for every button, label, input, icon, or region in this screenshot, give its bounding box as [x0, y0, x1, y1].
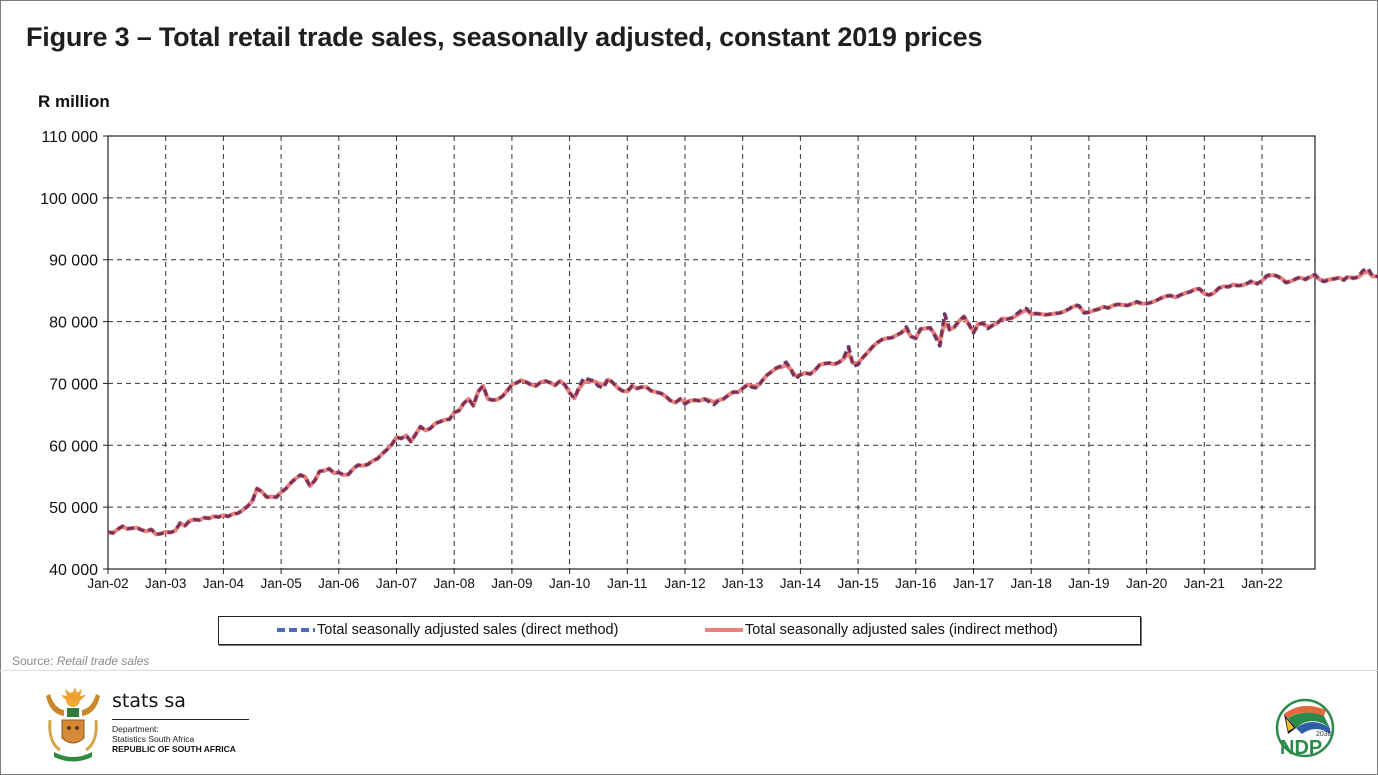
- y-tick-label: 50 000: [49, 500, 98, 517]
- x-tick-label: Jan-20: [1126, 576, 1167, 591]
- footer-divider: [0, 670, 1378, 671]
- plot-area-border: [107, 135, 1316, 570]
- x-tick-label: Jan-02: [87, 576, 128, 591]
- x-tick-label: Jan-07: [376, 576, 417, 591]
- statssa-country: REPUBLIC OF SOUTH AFRICA: [112, 744, 236, 754]
- x-tick-label: Jan-19: [1068, 576, 1109, 591]
- y-tick-label: 110 000: [41, 129, 98, 146]
- x-tick-label: Jan-14: [780, 576, 822, 591]
- x-tick-label: Jan-17: [953, 576, 994, 591]
- y-tick-label: 100 000: [40, 191, 98, 208]
- ndp-2030-logo: 2030 NDP: [1272, 698, 1338, 760]
- x-tick-label: Jan-08: [434, 576, 475, 591]
- legend-item-indirect: Total seasonally adjusted sales (indirec…: [703, 622, 1058, 638]
- ndp-emblem-icon: 2030 NDP: [1275, 698, 1335, 759]
- legend-label-direct: Total seasonally adjusted sales (direct …: [317, 622, 619, 638]
- x-tick-label: Jan-03: [145, 576, 186, 591]
- x-tick-label: Jan-05: [260, 576, 301, 591]
- y-tick-label: 90 000: [49, 253, 98, 270]
- x-tick-label: Jan-13: [722, 576, 763, 591]
- y-tick-label: 70 000: [49, 376, 98, 393]
- coat-of-arms-icon: [46, 687, 100, 762]
- x-tick-label: Jan-04: [203, 576, 245, 591]
- source-value: Retail trade sales: [56, 654, 150, 668]
- x-tick-label: Jan-12: [664, 576, 705, 591]
- legend-label-indirect: Total seasonally adjusted sales (indirec…: [745, 622, 1058, 638]
- y-tick-label: 40 000: [49, 562, 98, 579]
- legend-item-direct: Total seasonally adjusted sales (direct …: [275, 622, 618, 638]
- series-line-direct-overlay: [107, 266, 1378, 536]
- y-axis: 40 000 50 000 60 000 70 000 80 000 90 000 100 …: [40, 129, 108, 579]
- y-tick-label: 80 000: [49, 315, 98, 332]
- x-tick-label: Jan-18: [1011, 576, 1052, 591]
- legend-swatch-indirect: [705, 628, 743, 632]
- x-tick-label: Jan-15: [837, 576, 878, 591]
- statssa-wordmark: stats sa: [112, 690, 186, 712]
- x-tick-label: Jan-11: [607, 576, 647, 591]
- ndp-text: NDP: [1280, 737, 1322, 759]
- statssa-department: Department:: [112, 724, 159, 734]
- series-lines: [107, 266, 1378, 537]
- x-tick-label: Jan-22: [1241, 576, 1282, 591]
- source-note: Source: Retail trade sales: [12, 654, 149, 668]
- x-tick-label: Jan-09: [491, 576, 532, 591]
- y-axis-unit-label: R million: [38, 92, 110, 111]
- statssa-org-name: Statistics South Africa: [112, 734, 195, 744]
- statssa-logo: stats sa Department: Statistics South Af…: [40, 686, 270, 766]
- legend-swatch-direct: [277, 628, 315, 632]
- source-label: Source:: [12, 654, 57, 668]
- statssa-rule: [112, 719, 249, 720]
- ndp-year: 2030: [1316, 731, 1332, 738]
- x-tick-label: Jan-21: [1184, 576, 1225, 591]
- gridlines: [108, 136, 1315, 569]
- line-chart: 40 000 50 000 60 000 70 000 80 000 90 000 100 …: [40, 129, 1378, 591]
- chart-legend: Total seasonally adjusted sales (direct …: [218, 616, 1141, 645]
- chart-title: Figure 3 – Total retail trade sales, sea…: [26, 22, 983, 52]
- x-axis: Jan-02 Jan-03 Jan-04 Jan-05 Jan-06 Jan-07 Jan-…: [87, 569, 1283, 591]
- y-tick-label: 60 000: [49, 438, 98, 455]
- x-tick-label: Jan-06: [318, 576, 359, 591]
- x-tick-label: Jan-10: [549, 576, 590, 591]
- x-tick-label: Jan-16: [895, 576, 936, 591]
